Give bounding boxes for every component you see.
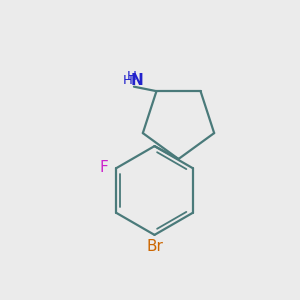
Text: Br: Br	[146, 239, 163, 254]
Text: H: H	[123, 74, 133, 87]
Text: N: N	[130, 73, 143, 88]
Text: F: F	[100, 160, 108, 175]
Text: H: H	[127, 70, 136, 83]
